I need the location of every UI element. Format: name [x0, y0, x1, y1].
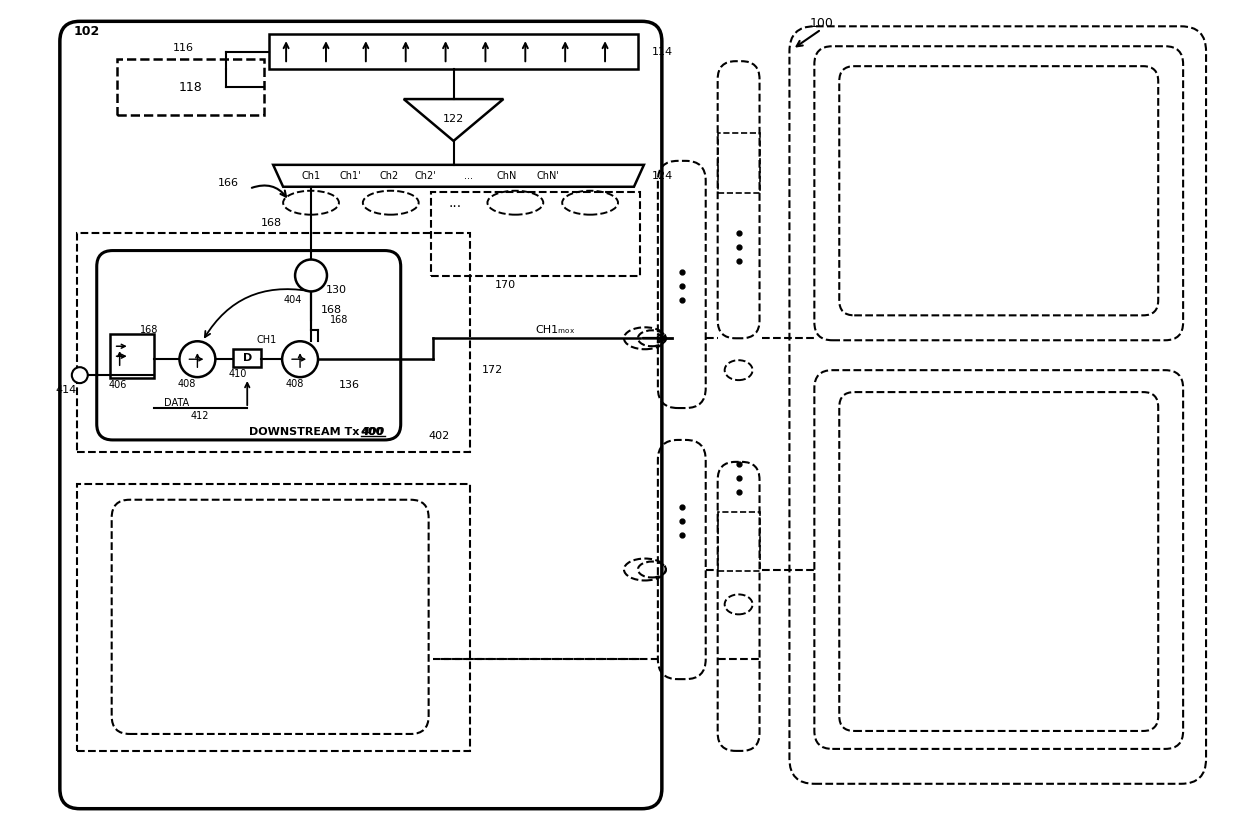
Text: D: D [243, 353, 252, 363]
Text: 114: 114 [652, 47, 673, 57]
Circle shape [72, 367, 88, 383]
Text: ChN: ChN [496, 171, 517, 181]
Text: 136: 136 [339, 381, 360, 390]
Text: 168: 168 [260, 218, 281, 228]
Text: 402: 402 [428, 431, 449, 441]
Text: 170: 170 [495, 281, 516, 291]
Text: CH1ₘₒₓ: CH1ₘₒₓ [536, 325, 575, 335]
Text: Ch2': Ch2' [414, 171, 436, 181]
Text: 408: 408 [286, 379, 304, 389]
Text: 124: 124 [652, 171, 673, 181]
Text: 412: 412 [190, 411, 208, 421]
Text: Ch2: Ch2 [379, 171, 398, 181]
Text: DOWNSTREAM Tx: DOWNSTREAM Tx [249, 427, 363, 437]
Text: 404: 404 [284, 296, 303, 306]
Text: 400: 400 [361, 427, 384, 437]
Bar [117, 59, 264, 115]
Text: 410: 410 [228, 369, 247, 379]
Circle shape [180, 341, 216, 377]
Text: Ch1': Ch1' [339, 171, 361, 181]
Circle shape [295, 260, 327, 291]
Text: CH1: CH1 [255, 335, 277, 345]
Text: ...: ... [449, 196, 463, 210]
Text: 122: 122 [443, 114, 464, 124]
Text: ChN': ChN' [537, 171, 559, 181]
Text: Ch1: Ch1 [301, 171, 321, 181]
Text: 168: 168 [330, 315, 348, 325]
Text: 168: 168 [140, 325, 159, 335]
Bar [77, 233, 470, 452]
Text: 414: 414 [56, 385, 77, 395]
Bar [718, 133, 760, 192]
Text: 166: 166 [218, 178, 239, 188]
Bar [430, 192, 640, 276]
Text: 400: 400 [361, 427, 384, 437]
Text: 408: 408 [177, 379, 196, 389]
Text: ...: ... [464, 171, 472, 181]
Text: 172: 172 [482, 365, 503, 375]
Circle shape [283, 341, 317, 377]
Text: 406: 406 [108, 381, 126, 390]
Text: 116: 116 [172, 43, 193, 53]
Text: 100: 100 [810, 17, 833, 29]
Text: 118: 118 [179, 81, 202, 93]
Bar [718, 512, 760, 571]
Bar [109, 334, 154, 378]
Text: 130: 130 [325, 286, 346, 296]
Bar [269, 34, 637, 69]
Bar [233, 349, 262, 367]
Bar [77, 484, 470, 751]
Text: 102: 102 [74, 25, 100, 38]
Text: 168: 168 [320, 306, 341, 315]
Text: DATA: DATA [164, 398, 188, 408]
